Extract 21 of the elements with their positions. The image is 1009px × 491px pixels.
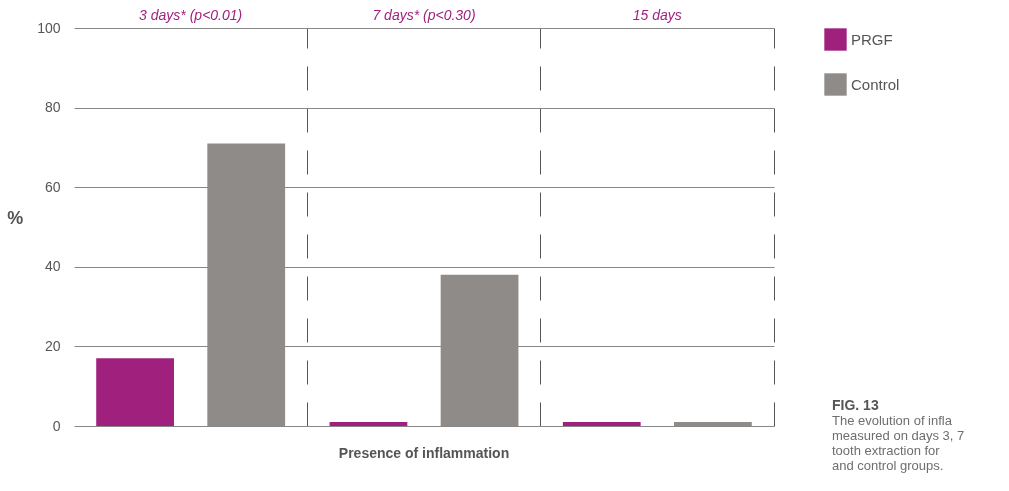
y-tick-label: 0 xyxy=(52,417,61,434)
bar xyxy=(329,422,408,426)
y-tick-label: 40 xyxy=(44,258,61,275)
bar xyxy=(96,358,174,426)
y-tick-label: 80 xyxy=(44,99,61,116)
legend-label: Control xyxy=(851,75,900,93)
y-tick-label: 60 xyxy=(44,178,61,195)
bar xyxy=(562,422,641,426)
y-axis-title: % xyxy=(7,207,24,228)
x-tick-label: 7 days* (p<0.30) xyxy=(372,6,476,23)
text: The evolution of infla xyxy=(832,413,953,428)
text: and control groups. xyxy=(832,458,945,473)
legend-label: PRGF xyxy=(851,30,893,48)
caption: FIG. 13 xyxy=(832,397,880,413)
text: measured on days 3, 7 xyxy=(832,428,965,443)
y-tick-label: 100 xyxy=(37,19,61,36)
text: tooth extraction for xyxy=(832,443,941,458)
x-axis-title: Presence of inflammation xyxy=(338,445,510,461)
y-tick-label: 20 xyxy=(44,337,61,354)
x-tick-label: 15 days xyxy=(632,6,682,23)
x-tick-label: 3 days* (p<0.01) xyxy=(139,6,243,23)
